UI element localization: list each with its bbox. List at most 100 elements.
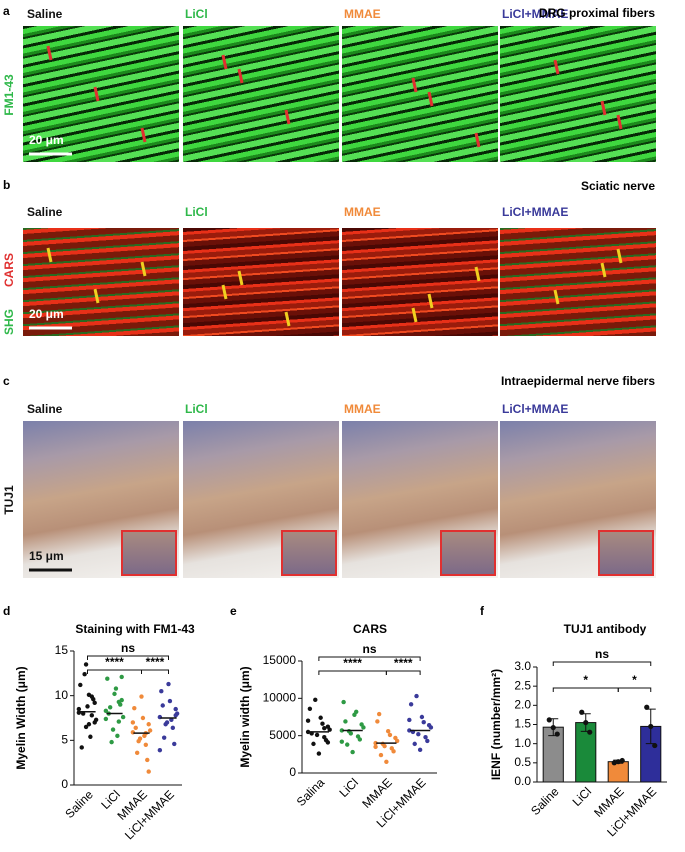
data-point bbox=[76, 706, 82, 712]
width-marker bbox=[600, 100, 607, 116]
data-point bbox=[112, 691, 117, 697]
data-point bbox=[387, 732, 393, 738]
width-marker bbox=[221, 54, 228, 70]
group-label: LiCl+MMAE bbox=[502, 7, 568, 21]
micrograph bbox=[500, 228, 656, 336]
y-tick-label: 5 bbox=[61, 733, 68, 747]
data-point bbox=[159, 689, 164, 694]
data-point bbox=[313, 697, 318, 703]
data-point bbox=[88, 734, 93, 739]
micrograph bbox=[23, 421, 179, 578]
panel-letter: a bbox=[3, 4, 10, 18]
y-tick-label: 0 bbox=[289, 765, 296, 779]
data-point bbox=[391, 749, 396, 754]
data-point bbox=[350, 749, 355, 755]
data-point bbox=[316, 751, 322, 756]
data-point bbox=[113, 686, 119, 691]
data-point bbox=[648, 723, 654, 730]
group-label: LiCl bbox=[185, 7, 208, 21]
y-tick-label: 15 bbox=[55, 643, 69, 657]
data-point bbox=[354, 709, 359, 714]
width-marker bbox=[616, 114, 623, 130]
width-marker bbox=[474, 132, 481, 148]
stain-label: TUJ1 bbox=[2, 485, 16, 515]
stain-label: SHG bbox=[2, 309, 16, 335]
width-marker bbox=[237, 68, 244, 84]
y-tick-label: 3.0 bbox=[514, 659, 531, 673]
significance-bracket bbox=[318, 670, 387, 675]
width-marker bbox=[411, 307, 418, 323]
group-label: LiCl bbox=[185, 402, 208, 416]
significance-label: ns bbox=[595, 647, 609, 661]
y-tick-label: 0.0 bbox=[514, 774, 531, 788]
group-label: LiCl+MMAE bbox=[502, 205, 568, 219]
significance-bracket bbox=[87, 655, 169, 660]
significance-label: **** bbox=[105, 655, 124, 669]
data-point bbox=[157, 747, 163, 753]
width-marker bbox=[46, 45, 53, 61]
scale-bar-label: 20 μm bbox=[29, 307, 64, 321]
data-point bbox=[139, 694, 144, 699]
data-point bbox=[116, 719, 122, 724]
data-point bbox=[314, 732, 320, 738]
y-tick-label: 1.0 bbox=[514, 736, 531, 750]
y-tick-label: 2.5 bbox=[514, 678, 531, 692]
width-marker bbox=[616, 248, 623, 264]
data-point bbox=[86, 722, 92, 727]
width-marker bbox=[284, 109, 291, 125]
data-point bbox=[615, 759, 621, 765]
micrograph bbox=[342, 26, 498, 162]
significance-bracket bbox=[552, 661, 652, 666]
data-point bbox=[173, 706, 178, 712]
data-point bbox=[546, 717, 552, 723]
data-point bbox=[160, 703, 165, 708]
data-point bbox=[120, 714, 126, 720]
y-tick-label: 0 bbox=[61, 777, 68, 791]
panel-heading: Intraepidermal nerve fibers bbox=[501, 374, 655, 388]
data-point bbox=[107, 705, 113, 710]
data-point bbox=[611, 760, 617, 766]
data-point bbox=[587, 729, 593, 735]
data-point bbox=[408, 702, 414, 707]
width-marker bbox=[237, 270, 244, 286]
data-point bbox=[550, 724, 556, 731]
micrograph bbox=[500, 26, 656, 162]
micrograph bbox=[342, 228, 498, 336]
significance-label: ns bbox=[362, 642, 376, 656]
data-point bbox=[394, 738, 400, 744]
width-marker bbox=[600, 262, 607, 278]
significance-label: **** bbox=[343, 656, 362, 670]
data-point bbox=[109, 739, 114, 745]
data-point bbox=[161, 735, 167, 740]
data-point bbox=[339, 739, 345, 744]
width-marker bbox=[411, 77, 418, 93]
data-point bbox=[83, 724, 89, 730]
data-point bbox=[339, 728, 345, 733]
inset-zoom bbox=[121, 530, 177, 576]
data-point bbox=[652, 742, 658, 749]
significance-bracket bbox=[385, 670, 421, 675]
data-point bbox=[325, 740, 331, 745]
group-label: LiCl bbox=[185, 205, 208, 219]
data-point bbox=[89, 694, 95, 699]
data-point bbox=[421, 720, 426, 725]
group-label: Saline bbox=[27, 205, 63, 219]
data-point bbox=[361, 725, 366, 730]
y-axis-label: Myelin Width (μm) bbox=[14, 666, 28, 769]
data-point bbox=[419, 714, 425, 720]
chart-title: Staining with FM1-43 bbox=[75, 622, 195, 636]
data-point bbox=[143, 742, 149, 747]
data-point bbox=[407, 717, 412, 723]
x-tick-label: Saline bbox=[62, 787, 96, 821]
significance-bracket bbox=[318, 656, 421, 661]
data-point bbox=[83, 662, 89, 667]
x-tick-label: Salina bbox=[294, 775, 328, 809]
data-point bbox=[173, 713, 178, 718]
data-point bbox=[145, 757, 150, 763]
y-tick-label: 2.0 bbox=[514, 698, 531, 712]
data-point bbox=[146, 769, 151, 774]
data-point bbox=[78, 682, 83, 688]
data-point bbox=[619, 757, 625, 764]
